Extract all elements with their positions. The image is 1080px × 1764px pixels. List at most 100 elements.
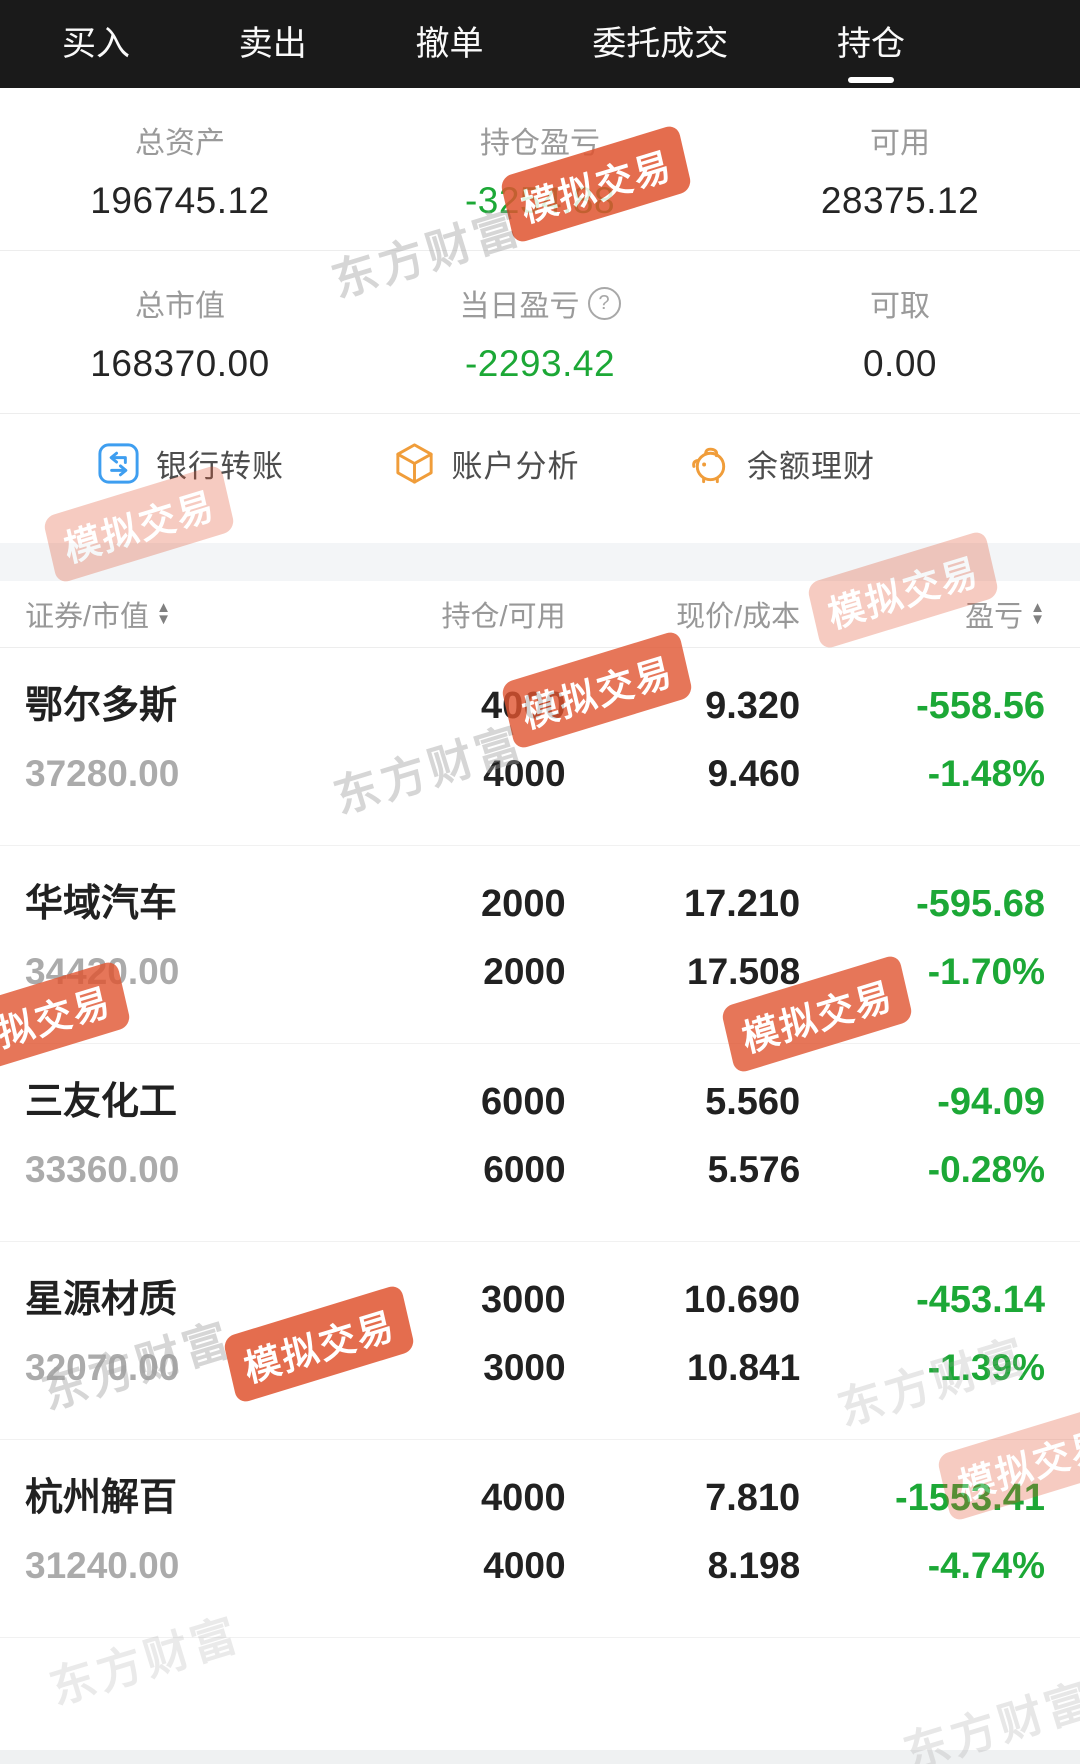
- withdrawable-label: 可取: [870, 290, 930, 323]
- top-nav-bar: 买入 卖出 撤单 委托成交 持仓: [0, 0, 1080, 88]
- available-value: 28375.12: [820, 180, 980, 221]
- market-value: 37280.00: [25, 753, 180, 794]
- profit-loss-pct: -1.39%: [927, 1347, 1045, 1388]
- tab-cancel-order[interactable]: 撤单: [415, 25, 484, 63]
- total-assets-value: 196745.12: [90, 180, 270, 221]
- stock-name: 杭州解百: [25, 1477, 178, 1519]
- piggy-bank-icon: [692, 447, 726, 484]
- balance-wealth-label: 余额理财: [747, 449, 875, 484]
- daily-pl-value: -2293.42: [464, 343, 616, 384]
- bank-transfer-button[interactable]: 银行转账: [95, 440, 284, 487]
- sort-pl-header[interactable]: 盈亏 ▲ ▼: [965, 593, 1045, 635]
- market-value: 32070.00: [25, 1347, 180, 1388]
- position-qty: 2000: [481, 883, 566, 925]
- sort-arrows-icon: ▲ ▼: [1030, 599, 1045, 628]
- summary-row-1: 总资产 196745.12 持仓盈亏 -3254.88 可用 28375.12: [0, 88, 1080, 250]
- profit-loss-pct: -1.70%: [927, 951, 1045, 992]
- total-assets-label: 总资产: [135, 127, 225, 160]
- cost-price: 5.576: [707, 1149, 801, 1190]
- available-label: 可用: [870, 127, 930, 160]
- position-qty: 4000: [481, 1477, 566, 1519]
- profit-loss: -595.68: [916, 883, 1045, 925]
- cost-price: 8.198: [707, 1545, 801, 1586]
- active-tab-indicator: [848, 77, 894, 83]
- quick-actions: 银行转账 账户分析 余额理财: [0, 414, 1080, 543]
- account-summary: 总资产 196745.12 持仓盈亏 -3254.88 可用 28375.12 …: [0, 88, 1080, 413]
- current-price: 9.320: [705, 685, 801, 727]
- balance-wealth-button[interactable]: 余额理财: [686, 440, 875, 487]
- security-header-label: 证券/市值: [25, 601, 150, 633]
- current-price: 7.810: [705, 1477, 801, 1519]
- account-analysis-icon: [395, 443, 433, 484]
- help-icon[interactable]: ?: [587, 286, 621, 320]
- price-header-label: 现价/成本: [676, 601, 801, 633]
- table-row[interactable]: 三友化工 6000 5.560 -94.09 33360.00 6000 5.5…: [0, 1044, 1080, 1242]
- table-header: 证券/市值 ▲ ▼ 持仓/可用 现价/成本 盈亏 ▲ ▼: [0, 581, 1080, 647]
- total-market-value-value: 168370.00: [90, 343, 270, 384]
- available-qty: 2000: [483, 951, 566, 992]
- position-qty: 6000: [481, 1081, 566, 1123]
- sort-security-header[interactable]: 证券/市值 ▲ ▼: [25, 593, 171, 635]
- holdings-list: 鄂尔多斯 4000 9.320 -558.56 37280.00 4000 9.…: [0, 648, 1080, 1638]
- tab-sell[interactable]: 卖出: [238, 25, 307, 63]
- position-pl-cell: 持仓盈亏 -3254.88: [360, 88, 720, 250]
- position-pl-label: 持仓盈亏: [480, 127, 600, 160]
- available-qty: 6000: [483, 1149, 566, 1190]
- profit-loss-pct: -4.74%: [927, 1545, 1045, 1586]
- tab-positions-label: 持仓: [837, 25, 905, 63]
- daily-pl-cell: 当日盈亏 ? -2293.42: [360, 251, 720, 413]
- stock-name: 鄂尔多斯: [25, 685, 178, 727]
- profit-loss: -453.14: [916, 1279, 1045, 1321]
- profit-loss: -1553.41: [894, 1477, 1045, 1519]
- withdrawable-cell: 可取 0.00: [720, 251, 1080, 413]
- tab-positions[interactable]: 持仓: [837, 0, 905, 88]
- current-price: 5.560: [705, 1081, 801, 1123]
- summary-divider: [0, 250, 1080, 251]
- position-header-label: 持仓/可用: [441, 601, 566, 633]
- cost-price: 17.508: [687, 951, 801, 992]
- account-analysis-label: 账户分析: [451, 449, 580, 484]
- sort-arrows-icon: ▲ ▼: [156, 599, 171, 628]
- table-row[interactable]: 华域汽车 2000 17.210 -595.68 34420.00 2000 1…: [0, 846, 1080, 1044]
- actions-top-divider: [0, 413, 1080, 414]
- withdrawable-value: 0.00: [862, 343, 937, 384]
- available-qty: 3000: [483, 1347, 566, 1388]
- table-row[interactable]: 鄂尔多斯 4000 9.320 -558.56 37280.00 4000 9.…: [0, 648, 1080, 846]
- tab-buy[interactable]: 买入: [62, 25, 130, 63]
- position-qty: 4000: [481, 685, 566, 727]
- available-qty: 4000: [483, 753, 566, 794]
- total-market-value-label: 总市值: [135, 290, 225, 323]
- table-row[interactable]: 杭州解百 4000 7.810 -1553.41 31240.00 4000 8…: [0, 1440, 1080, 1638]
- position-qty: 3000: [481, 1279, 566, 1321]
- market-value: 31240.00: [25, 1545, 180, 1586]
- pl-header-label: 盈亏: [965, 601, 1024, 633]
- section-separator-band: [0, 543, 1080, 581]
- daily-pl-label: 当日盈亏: [459, 290, 580, 323]
- profit-loss: -94.09: [937, 1081, 1045, 1123]
- profit-loss-pct: -0.28%: [927, 1149, 1045, 1190]
- bottom-bar: [0, 1750, 1080, 1764]
- table-row[interactable]: 星源材质 3000 10.690 -453.14 32070.00 3000 1…: [0, 1242, 1080, 1440]
- account-analysis-button[interactable]: 账户分析: [391, 440, 580, 487]
- profit-loss: -558.56: [916, 685, 1045, 727]
- cost-price: 10.841: [687, 1347, 801, 1388]
- stock-name: 星源材质: [25, 1279, 178, 1321]
- tab-orders-fills[interactable]: 委托成交: [592, 25, 729, 63]
- watermark-brand: 东方财富: [897, 1673, 1080, 1764]
- current-price: 10.690: [683, 1279, 801, 1321]
- available-cell: 可用 28375.12: [720, 88, 1080, 250]
- bank-transfer-label: 银行转账: [156, 449, 284, 484]
- stock-name: 三友化工: [25, 1081, 178, 1123]
- summary-row-2: 总市值 168370.00 当日盈亏 ? -2293.42 可取 0.00: [0, 251, 1080, 413]
- available-qty: 4000: [483, 1545, 566, 1586]
- bank-transfer-icon: [98, 443, 139, 484]
- total-assets-cell: 总资产 196745.12: [0, 88, 360, 250]
- cost-price: 9.460: [707, 753, 801, 794]
- total-market-value-cell: 总市值 168370.00: [0, 251, 360, 413]
- position-pl-value: -3254.88: [464, 180, 616, 221]
- current-price: 17.210: [683, 883, 801, 925]
- profit-loss-pct: -1.48%: [927, 753, 1045, 794]
- stock-name: 华域汽车: [25, 883, 178, 925]
- market-value: 33360.00: [25, 1149, 180, 1190]
